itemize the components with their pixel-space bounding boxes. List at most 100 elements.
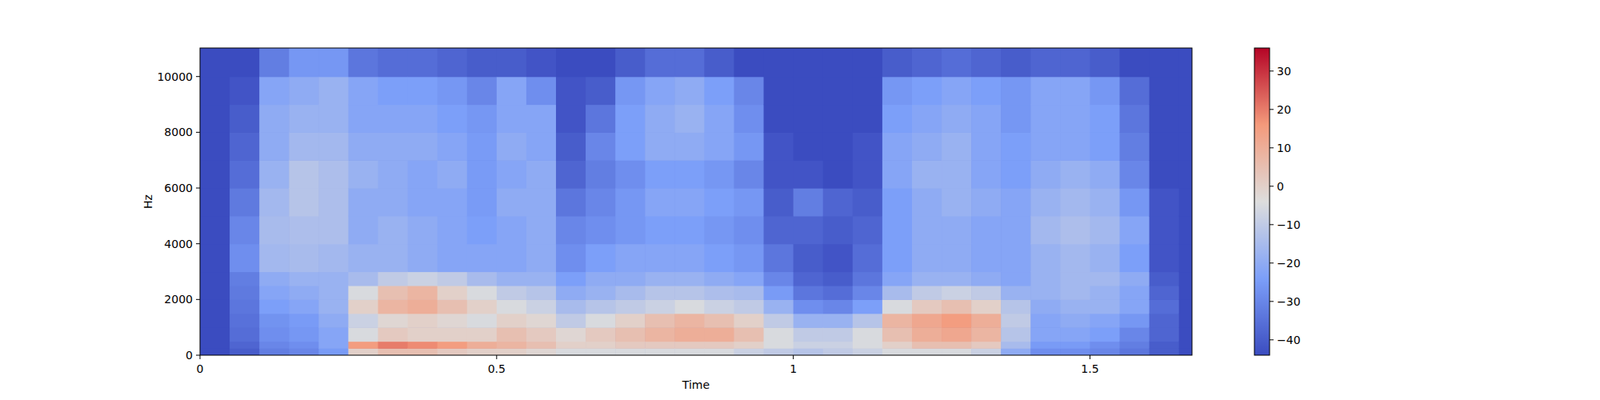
heatmap-cell [496, 48, 528, 77]
heatmap-cell [377, 216, 408, 244]
heatmap-cell [764, 348, 795, 356]
heatmap-cell [1089, 132, 1120, 160]
heatmap-cell [318, 272, 349, 287]
heatmap-cell [200, 48, 231, 77]
heatmap-cell [704, 76, 735, 105]
heatmap-cell [1000, 299, 1032, 314]
heatmap-cell [1120, 76, 1151, 105]
heatmap-cell [408, 341, 439, 349]
heatmap-cell [259, 216, 290, 244]
heatmap-cell [764, 244, 795, 272]
heatmap-cell [437, 341, 468, 349]
heatmap-cell [259, 76, 290, 105]
heatmap-cell [496, 160, 528, 188]
heatmap-cell [348, 244, 379, 272]
heatmap-cell [585, 160, 616, 188]
heatmap-cell [1060, 104, 1091, 133]
heatmap-cell [1089, 104, 1120, 133]
heatmap-cell [882, 160, 913, 188]
heatmap-cell [941, 299, 972, 314]
heatmap-cell [288, 76, 320, 105]
heatmap-cell [971, 244, 1002, 272]
heatmap-cell [644, 76, 676, 105]
heatmap-cell [348, 327, 379, 342]
heatmap-cell [793, 216, 824, 244]
heatmap-cell [200, 341, 231, 349]
heatmap-cell [704, 188, 735, 216]
heatmap-cell [882, 285, 913, 300]
heatmap-cell [1089, 348, 1120, 356]
heatmap-cell [1030, 160, 1061, 188]
heatmap-cell [704, 132, 735, 160]
heatmap-cell [288, 216, 320, 244]
heatmap-cell [704, 299, 735, 314]
heatmap-cell [348, 216, 379, 244]
heatmap-cell [259, 132, 290, 160]
heatmap-cell [467, 216, 498, 244]
heatmap-cell [229, 160, 260, 188]
heatmap-cell [377, 348, 408, 356]
heatmap-cell [1179, 341, 1192, 349]
heatmap-cell [1060, 327, 1091, 342]
heatmap-cell [1149, 48, 1180, 77]
heatmap-cell [674, 348, 705, 356]
heatmap-cell [1000, 160, 1032, 188]
heatmap-cell [615, 348, 646, 356]
heatmap-cell [674, 132, 705, 160]
heatmap-cell [644, 216, 676, 244]
heatmap-cell [793, 272, 824, 287]
heatmap-cell [644, 244, 676, 272]
heatmap-cell [644, 104, 676, 133]
x-tick [792, 355, 794, 360]
heatmap-cell [971, 160, 1002, 188]
heatmap-cell [467, 348, 498, 356]
heatmap-cell [200, 76, 231, 105]
heatmap-cell [377, 341, 408, 349]
heatmap-cell [526, 299, 557, 314]
heatmap-cell [1149, 244, 1180, 272]
heatmap-cell [941, 341, 972, 349]
heatmap-cell [644, 285, 676, 300]
heatmap-cell [882, 216, 913, 244]
heatmap-cell [1179, 104, 1192, 133]
heatmap-cell [556, 76, 587, 105]
heatmap-cell [556, 348, 587, 356]
heatmap-cell [585, 299, 616, 314]
heatmap-cell [733, 313, 764, 328]
heatmap-cell [733, 48, 764, 77]
heatmap-cell [288, 348, 320, 356]
x-tick-label: 1 [789, 362, 797, 376]
heatmap-cell [496, 341, 528, 349]
heatmap-cell [852, 272, 884, 287]
heatmap-cell [1120, 327, 1151, 342]
heatmap-cell [377, 132, 408, 160]
heatmap-cell [556, 272, 587, 287]
heatmap-cell [971, 48, 1002, 77]
heatmap-cell [1000, 48, 1032, 77]
heatmap-cell [793, 313, 824, 328]
heatmap-cell [377, 76, 408, 105]
heatmap-cell [348, 313, 379, 328]
heatmap-cell [1089, 216, 1120, 244]
heatmap-cell [823, 244, 854, 272]
heatmap-cell [526, 160, 557, 188]
heatmap-cell [615, 327, 646, 342]
heatmap-cell [1060, 216, 1091, 244]
heatmap-cell [1089, 272, 1120, 287]
heatmap-cell [348, 48, 379, 77]
heatmap-cell [318, 348, 349, 356]
heatmap-cell [852, 104, 884, 133]
heatmap-cell [1030, 348, 1061, 356]
heatmap-cell [882, 188, 913, 216]
heatmap-cell [1149, 104, 1180, 133]
heatmap-cell [377, 272, 408, 287]
heatmap-cell [556, 327, 587, 342]
heatmap-cell [1000, 104, 1032, 133]
heatmap-cell [318, 285, 349, 300]
heatmap-cell [1000, 348, 1032, 356]
heatmap-cell [200, 313, 231, 328]
heatmap-cell [526, 341, 557, 349]
heatmap-cell [556, 285, 587, 300]
heatmap-cell [912, 104, 943, 133]
heatmap-cell [526, 327, 557, 342]
